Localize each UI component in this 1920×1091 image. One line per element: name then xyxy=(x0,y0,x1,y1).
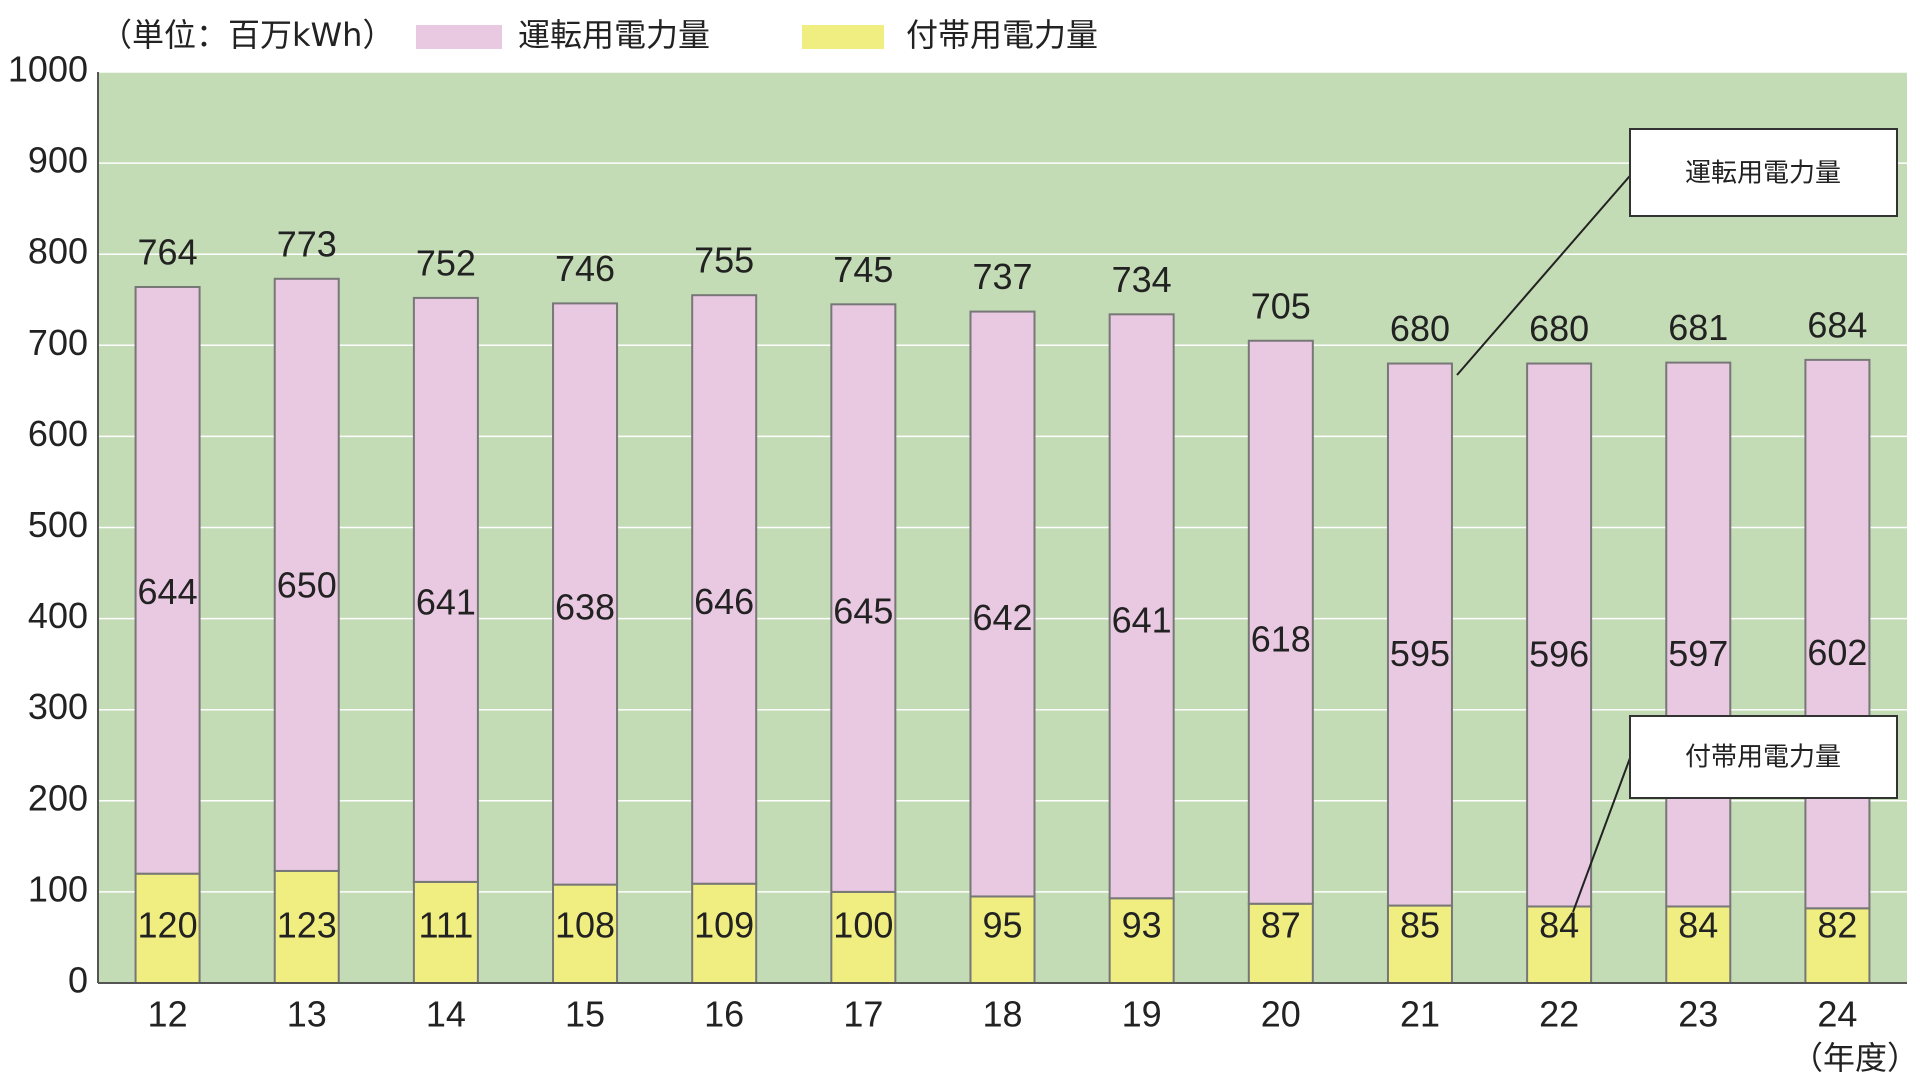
total-label: 680 xyxy=(1390,308,1450,349)
y-tick-label: 0 xyxy=(68,960,88,1001)
bar-segment xyxy=(273,277,340,872)
total-label: 680 xyxy=(1529,308,1589,349)
value-label: 646 xyxy=(694,581,754,622)
value-label: 597 xyxy=(1668,633,1728,674)
total-label: 755 xyxy=(694,240,754,281)
bar-segment xyxy=(1386,362,1453,907)
bar-segment xyxy=(830,303,897,893)
annotation-label: 付帯用電力量 xyxy=(1685,743,1841,773)
unit-label: （単位：百万kWh） xyxy=(100,16,394,54)
value-label: 644 xyxy=(138,571,198,612)
y-tick-label: 800 xyxy=(28,231,88,272)
x-tick-label: 21 xyxy=(1400,994,1440,1035)
y-tick-label: 500 xyxy=(28,504,88,545)
bar-segment xyxy=(1247,339,1314,905)
value-label: 642 xyxy=(972,597,1032,638)
value-label: 85 xyxy=(1400,905,1440,946)
bar-segment xyxy=(1526,905,1593,985)
leader-line xyxy=(1572,757,1631,913)
value-label: 108 xyxy=(555,905,615,946)
value-label: 95 xyxy=(982,905,1022,946)
bar-segment xyxy=(691,882,758,984)
value-label: 638 xyxy=(555,586,615,627)
x-tick-label: 19 xyxy=(1122,994,1162,1035)
bar-segment xyxy=(1804,358,1871,910)
total-label: 752 xyxy=(416,242,476,283)
y-tick-label: 200 xyxy=(28,777,88,818)
y-tick-label: 400 xyxy=(28,595,88,636)
value-label: 641 xyxy=(416,582,476,623)
value-label: 596 xyxy=(1529,633,1589,674)
x-tick-label: 17 xyxy=(843,994,883,1035)
value-label: 123 xyxy=(277,905,337,946)
value-label: 93 xyxy=(1122,905,1162,946)
total-label: 684 xyxy=(1807,304,1867,345)
bar-segment xyxy=(412,296,479,883)
total-label: 764 xyxy=(138,232,198,273)
value-label: 602 xyxy=(1807,632,1867,673)
legend-swatch xyxy=(802,25,884,49)
y-tick-label: 700 xyxy=(28,322,88,363)
total-label: 681 xyxy=(1668,307,1728,348)
bar-segment xyxy=(1108,313,1175,900)
bar-segment xyxy=(1665,905,1732,985)
legend-label: 運転用電力量 xyxy=(518,16,710,54)
total-label: 705 xyxy=(1251,285,1311,326)
x-tick-label: 18 xyxy=(982,994,1022,1035)
legend-label: 付帯用電力量 xyxy=(906,16,1098,54)
x-tick-label: 15 xyxy=(565,994,605,1035)
value-label: 645 xyxy=(833,591,893,632)
bar-segment xyxy=(1108,897,1175,984)
bar-segment xyxy=(1247,902,1314,984)
value-label: 82 xyxy=(1817,905,1857,946)
leader-line xyxy=(1456,169,1636,376)
bar-segment xyxy=(691,294,758,885)
y-tick-label: 1000 xyxy=(8,49,88,90)
value-label: 109 xyxy=(694,905,754,946)
annotation-label: 運転用電力量 xyxy=(1685,159,1841,189)
total-label: 746 xyxy=(555,248,615,289)
value-label: 120 xyxy=(138,905,198,946)
y-tick-label: 300 xyxy=(28,686,88,727)
total-label: 737 xyxy=(972,256,1032,297)
y-tick-label: 100 xyxy=(28,868,88,909)
y-tick-label: 600 xyxy=(28,413,88,454)
bar-segment xyxy=(1804,907,1871,984)
value-label: 111 xyxy=(419,905,474,946)
annotation-box xyxy=(1629,715,1898,799)
total-label: 734 xyxy=(1112,259,1172,300)
x-tick-label: 20 xyxy=(1261,994,1301,1035)
value-label: 87 xyxy=(1261,905,1301,946)
bar-segment xyxy=(552,883,619,984)
total-label: 745 xyxy=(833,249,893,290)
annotation-box xyxy=(1629,128,1898,217)
x-tick-label: 14 xyxy=(426,994,466,1035)
value-label: 595 xyxy=(1390,633,1450,674)
legend-swatch xyxy=(416,25,502,49)
x-tick-label: 12 xyxy=(148,994,188,1035)
value-label: 618 xyxy=(1251,618,1311,659)
x-tick-label: 24 xyxy=(1817,994,1857,1035)
value-label: 641 xyxy=(1112,600,1172,641)
bar-segment xyxy=(969,310,1036,898)
x-tick-label: 22 xyxy=(1539,994,1579,1035)
bar-segment xyxy=(1665,361,1732,908)
total-label: 773 xyxy=(277,223,337,264)
bar-segment xyxy=(552,302,619,886)
x-tick-label: 16 xyxy=(704,994,744,1035)
value-label: 650 xyxy=(277,565,337,606)
value-label: 84 xyxy=(1678,905,1718,946)
x-tick-label: 23 xyxy=(1678,994,1718,1035)
y-tick-label: 900 xyxy=(28,140,88,181)
x-tick-label: 13 xyxy=(287,994,327,1035)
bar-segment xyxy=(1526,362,1593,908)
bar-segment xyxy=(273,869,340,985)
bar-segment xyxy=(134,285,201,875)
x-axis-label: （年度） xyxy=(1791,1039,1919,1077)
bar-segment xyxy=(412,880,479,985)
value-label: 100 xyxy=(833,905,893,946)
bar-segment xyxy=(134,872,201,984)
bar-segment xyxy=(969,895,1036,985)
